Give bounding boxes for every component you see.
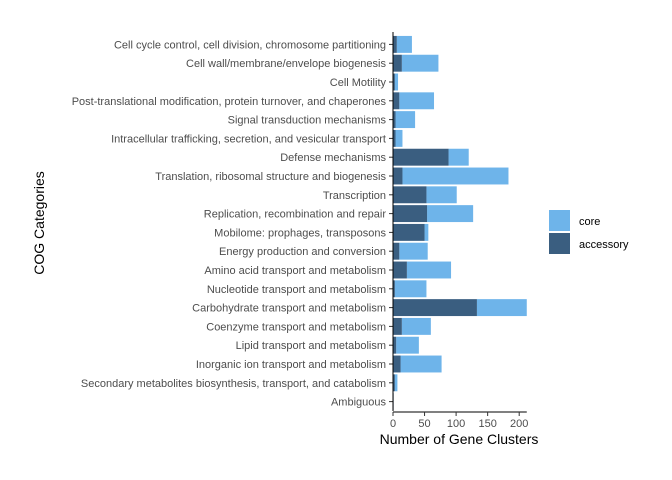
legend-label-accessory: accessory <box>579 239 629 251</box>
bar-core <box>396 35 412 53</box>
bar-core <box>395 129 403 147</box>
x-tick-label: 150 <box>478 418 496 430</box>
bar-accessory <box>393 242 400 260</box>
bar-core <box>476 299 527 317</box>
bars-layer <box>393 35 527 411</box>
legend-swatch-accessory <box>549 233 570 254</box>
y-axis-title: COG Categories <box>31 171 47 274</box>
y-tick-label: Coenzyme transport and metabolism <box>206 321 386 333</box>
x-tick-label: 0 <box>390 418 396 430</box>
x-tick-label: 50 <box>418 418 430 430</box>
bar-core <box>448 148 469 166</box>
bar-core <box>394 374 398 392</box>
bar-core <box>395 111 416 129</box>
y-tick-label: Amino acid transport and metabolism <box>204 265 386 277</box>
bar-accessory <box>393 73 395 91</box>
x-axis: 0 50 100 150 200 <box>390 411 528 430</box>
y-tick-label: Cell Motility <box>330 77 387 89</box>
bar-accessory <box>393 317 402 335</box>
y-tick-label: Mobilome: prophages, transposons <box>214 227 386 239</box>
bar-accessory <box>393 261 407 279</box>
bar-accessory <box>393 374 395 392</box>
bar-core <box>402 167 509 185</box>
y-tick-label: Inorganic ion transport and metabolism <box>196 359 386 371</box>
y-tick-label: Carbohydrate transport and metabolism <box>192 303 386 315</box>
y-tick-label: Secondary metabolites biosynthesis, tran… <box>81 378 386 390</box>
y-tick-label: Intracellular trafficking, secretion, an… <box>111 133 386 145</box>
y-tick-label: Post-translational modification, protein… <box>72 96 387 108</box>
bar-accessory <box>393 223 425 241</box>
bar-core <box>394 73 399 91</box>
y-tick-label: Cell wall/membrane/envelope biogenesis <box>186 58 386 70</box>
bar-accessory <box>393 336 397 354</box>
y-tick-label: Defense mechanisms <box>280 152 386 164</box>
bar-accessory <box>393 299 477 317</box>
x-tick-label: 100 <box>447 418 465 430</box>
legend: core accessory <box>549 210 629 254</box>
bar-accessory <box>393 280 395 298</box>
bar-accessory <box>393 129 396 147</box>
bar-core <box>396 336 419 354</box>
y-tick-label: Lipid transport and metabolism <box>236 340 386 352</box>
bar-accessory <box>393 92 400 110</box>
legend-swatch-core <box>549 210 570 231</box>
y-tick-label: Nucleotide transport and metabolism <box>207 284 386 296</box>
bar-accessory <box>393 167 403 185</box>
x-axis-title: Number of Gene Clusters <box>380 431 539 447</box>
bar-core <box>399 92 435 110</box>
bar-core <box>394 280 427 298</box>
bar-core <box>424 223 429 241</box>
bar-core <box>426 186 457 204</box>
y-tick-labels: Cell cycle control, cell division, chrom… <box>72 39 393 409</box>
legend-label-core: core <box>579 216 600 228</box>
bar-accessory <box>393 186 427 204</box>
y-tick-label: Ambiguous <box>331 397 387 409</box>
y-tick-label: Translation, ribosomal structure and bio… <box>155 171 386 183</box>
y-tick-label: Transcription <box>323 190 386 202</box>
bar-core <box>401 317 431 335</box>
bar-accessory <box>393 111 396 129</box>
bar-core <box>400 355 442 373</box>
bar-accessory <box>393 54 402 72</box>
bar-core <box>406 261 452 279</box>
y-tick-label: Replication, recombination and repair <box>204 209 387 221</box>
y-tick-label: Energy production and conversion <box>219 246 386 258</box>
y-tick-label: Signal transduction mechanisms <box>228 115 387 127</box>
bar-accessory <box>393 355 401 373</box>
x-tick-label: 200 <box>510 418 528 430</box>
bar-core <box>399 242 428 260</box>
bar-accessory <box>393 148 449 166</box>
y-tick-label: Cell cycle control, cell division, chrom… <box>114 39 386 51</box>
bar-accessory <box>393 35 397 53</box>
bar-core <box>427 205 474 223</box>
bar-core <box>401 54 439 72</box>
bar-accessory <box>393 205 428 223</box>
